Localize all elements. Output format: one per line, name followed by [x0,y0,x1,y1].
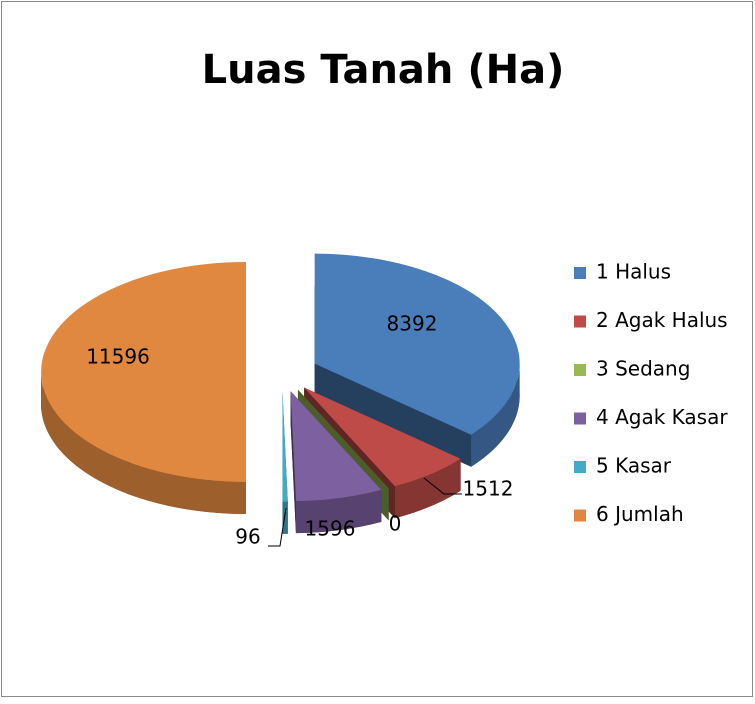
pie-slice [304,387,461,487]
data-label: 96 [235,525,260,549]
pie-slice [282,391,288,502]
legend-label: 2 Agak Halus [596,308,728,332]
legend-label: 5 Kasar [596,454,672,478]
data-label: 11596 [86,345,150,369]
pie-slice-edge [290,391,296,534]
legend-swatch [574,364,586,376]
pie-slice-wall [41,372,246,514]
legend-label: 6 Jumlah [596,502,684,526]
pie-slice [290,391,382,502]
legend-label: 3 Sedang [596,357,690,381]
legend-label: 1 Halus [596,260,671,284]
data-label: 1596 [305,517,356,541]
pie-slice-edge [314,363,472,467]
legend-swatch [574,267,586,279]
pie-slice [41,262,246,482]
pie-slice-wall [471,363,520,467]
chart-title: Luas Tanah (Ha) [202,47,565,93]
pie-slice [314,253,520,435]
legend-swatch [574,461,586,473]
data-label: 1512 [463,477,514,501]
legend-swatch [574,509,586,522]
data-label: 8392 [387,312,438,336]
legend-swatch [574,315,586,328]
leader-line [268,507,287,547]
pie-slice-wall [394,458,461,519]
leader-line [423,477,462,495]
legend-swatch [574,412,586,425]
data-label: 0 [389,512,402,536]
pie-slice-wall [295,489,382,534]
pie-slice-wall [282,501,288,534]
pie-slice [297,389,389,489]
legend-label: 4 Agak Kasar [596,405,728,429]
